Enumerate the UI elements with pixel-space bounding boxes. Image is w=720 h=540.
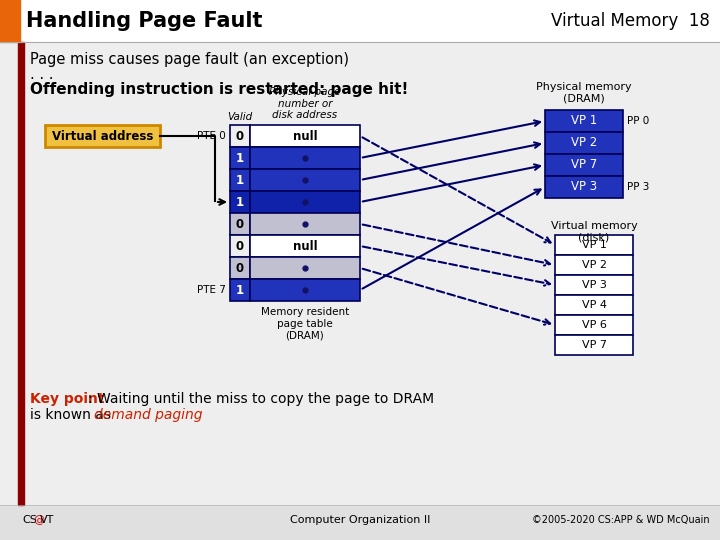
Bar (230, 257, 250, 279)
Text: VP 3: VP 3 (571, 180, 597, 193)
Text: PP 0: PP 0 (627, 116, 649, 126)
Text: VP 7: VP 7 (571, 159, 597, 172)
Text: VP 1: VP 1 (582, 240, 606, 250)
Text: VP 7: VP 7 (582, 340, 606, 350)
Text: VP 3: VP 3 (582, 280, 606, 290)
Text: . . .: . . . (30, 67, 53, 82)
Text: Key point: Key point (30, 392, 104, 406)
Bar (250, 257, 360, 279)
Bar (230, 169, 250, 191)
Text: Computer Organization II: Computer Organization II (290, 515, 430, 525)
Bar (18, 42, 24, 505)
Text: PTE 0: PTE 0 (197, 131, 226, 141)
Bar (230, 279, 250, 301)
Bar (45, 125, 160, 147)
Bar (555, 275, 633, 295)
Bar (0, 42, 720, 505)
Text: CS: CS (22, 515, 37, 525)
Bar (230, 213, 250, 235)
Text: Offending instruction is restarted: page hit!: Offending instruction is restarted: page… (30, 82, 408, 97)
Bar (250, 125, 360, 147)
Text: @: @ (33, 515, 44, 525)
Bar (555, 255, 633, 275)
Bar (545, 132, 623, 154)
Bar (545, 154, 623, 176)
Text: Valid: Valid (228, 112, 253, 122)
Bar (545, 110, 623, 132)
Bar (230, 147, 250, 169)
Text: is known as: is known as (30, 408, 115, 422)
Text: VP 1: VP 1 (571, 114, 597, 127)
Text: 1: 1 (236, 284, 244, 296)
Text: 0: 0 (236, 261, 244, 274)
Text: 0: 0 (236, 240, 244, 253)
Text: VT: VT (40, 515, 55, 525)
Bar (555, 335, 633, 355)
Text: VP 2: VP 2 (582, 260, 606, 270)
Text: 0: 0 (236, 218, 244, 231)
Bar (230, 125, 250, 147)
Bar (555, 295, 633, 315)
Text: VP 6: VP 6 (582, 320, 606, 330)
Text: Virtual address: Virtual address (52, 130, 153, 143)
Text: demand paging: demand paging (94, 408, 202, 422)
Text: PP 3: PP 3 (627, 182, 649, 192)
Bar (250, 279, 360, 301)
Text: Handling Page Fault: Handling Page Fault (26, 11, 263, 31)
Text: null: null (293, 240, 318, 253)
Text: VP 2: VP 2 (571, 137, 597, 150)
Bar (0, 0, 20, 42)
Text: ©2005-2020 CS:APP & WD McQuain: ©2005-2020 CS:APP & WD McQuain (532, 515, 710, 525)
Text: Page miss causes page fault (an exception): Page miss causes page fault (an exceptio… (30, 52, 349, 67)
Bar (0, 0, 720, 42)
Bar (250, 235, 360, 257)
Bar (250, 213, 360, 235)
Text: Physical page
number or
disk address: Physical page number or disk address (269, 87, 341, 120)
Bar (230, 235, 250, 257)
Bar (250, 147, 360, 169)
Text: 1: 1 (236, 152, 244, 165)
Bar (555, 315, 633, 335)
Text: Virtual Memory  18: Virtual Memory 18 (551, 12, 710, 30)
Bar (555, 235, 633, 255)
Text: 1: 1 (236, 173, 244, 186)
Bar (545, 176, 623, 198)
Text: PTE 7: PTE 7 (197, 285, 226, 295)
Bar (250, 191, 360, 213)
Text: 0: 0 (236, 130, 244, 143)
Text: 1: 1 (236, 195, 244, 208)
Text: Physical memory
(DRAM): Physical memory (DRAM) (536, 82, 632, 104)
Text: Virtual memory
(disk): Virtual memory (disk) (551, 221, 637, 242)
Text: Memory resident
page table
(DRAM): Memory resident page table (DRAM) (261, 307, 349, 340)
Text: null: null (293, 130, 318, 143)
Bar (250, 169, 360, 191)
Text: : Waiting until the miss to copy the page to DRAM: : Waiting until the miss to copy the pag… (88, 392, 434, 406)
Text: VP 4: VP 4 (582, 300, 606, 310)
Bar (230, 191, 250, 213)
